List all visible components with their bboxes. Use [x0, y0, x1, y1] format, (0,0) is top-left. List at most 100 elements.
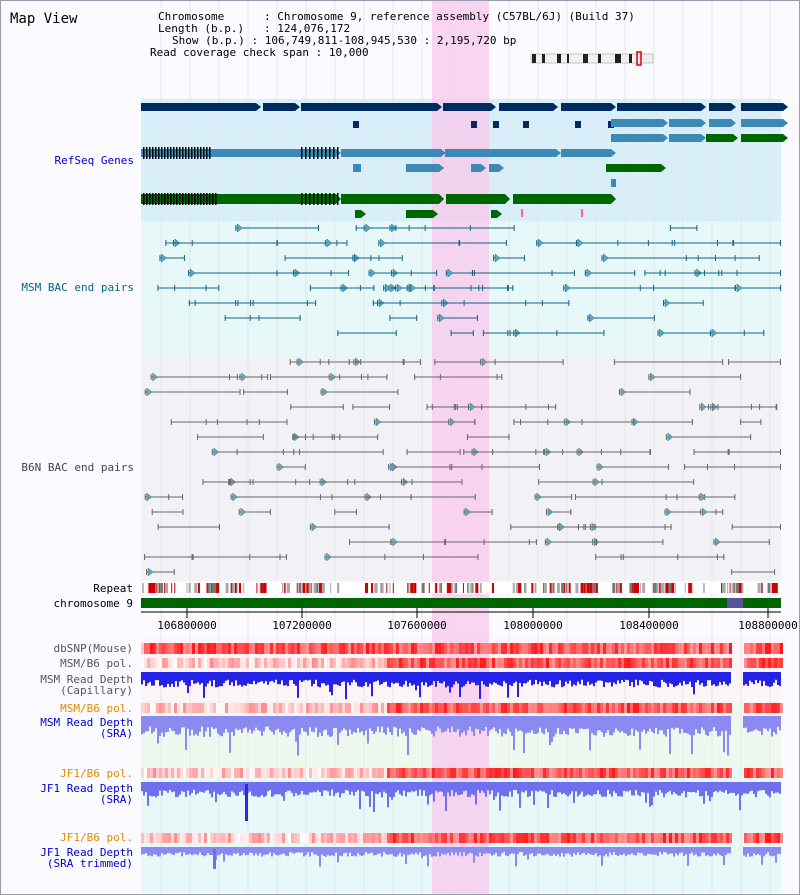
track-label-repeat[interactable]: Repeat	[93, 582, 133, 595]
track-label-b6n-bac[interactable]: B6N BAC end pairs	[21, 461, 134, 474]
depth-bar	[495, 716, 497, 732]
track-label-jf1-depth-trimmed[interactable]: JF1 Read Depth (SRA trimmed)	[40, 847, 133, 869]
depth-bar	[201, 672, 203, 684]
track-label-msm-b6-pol-2[interactable]: MSM/B6 pol.	[60, 702, 133, 715]
depth-bar	[589, 847, 591, 855]
heat-cell	[636, 833, 639, 843]
heat-cell	[486, 658, 489, 668]
bac-end	[328, 374, 330, 380]
depth-bar	[649, 847, 651, 855]
heat-cell	[291, 833, 294, 843]
bac-end	[182, 509, 184, 515]
track-label-msm-depth-capillary[interactable]: MSM Read Depth (Capillary)	[40, 674, 133, 696]
track-label-jf1-depth-sra-1: JF1 Read Depth	[40, 782, 133, 795]
heat-cell	[777, 658, 780, 668]
bac-end	[571, 494, 573, 500]
depth-bar	[545, 716, 547, 729]
track-label-jf1-depth-sra[interactable]: JF1 Read Depth (SRA)	[40, 783, 133, 805]
depth-bar	[467, 716, 469, 731]
heat-cell	[414, 768, 417, 778]
bac-end	[363, 225, 365, 231]
depth-bar	[203, 847, 205, 857]
track-label-dbsnp[interactable]: dbSNP(Mouse)	[53, 642, 133, 655]
depth-bar	[569, 782, 571, 795]
depth-bar	[429, 847, 431, 854]
heat-cell	[285, 833, 288, 843]
depth-bar	[465, 847, 467, 857]
heat-cell	[567, 768, 570, 778]
depth-bar	[609, 847, 611, 853]
heat-cell	[273, 768, 276, 778]
bac-end	[445, 539, 447, 545]
track-label-jf1-b6-pol-2[interactable]: JF1/B6 pol.	[60, 831, 133, 844]
gene-feature	[445, 149, 556, 157]
heat-cell	[195, 768, 198, 778]
depth-bar	[447, 672, 449, 687]
track-label-msm-depth-sra-1: MSM Read Depth	[40, 716, 133, 729]
depth-bar	[173, 672, 175, 687]
repeat-element	[414, 583, 417, 593]
depth-bar	[169, 672, 171, 687]
heat-cell	[753, 658, 756, 668]
bac-end	[173, 569, 175, 575]
bac-arrow	[410, 283, 416, 293]
heat-cell	[609, 703, 612, 713]
chromosome-value: Chromosome 9, reference assembly (C57BL/…	[277, 10, 635, 23]
depth-bar	[399, 782, 401, 795]
depth-bar	[283, 672, 285, 686]
heat-cell	[456, 658, 459, 668]
heat-cell	[651, 768, 654, 778]
depth-bar	[183, 672, 185, 683]
track-label-refseq-genes[interactable]: RefSeq Genes	[54, 154, 134, 167]
heat-cell	[390, 833, 393, 843]
heat-cell	[375, 703, 378, 713]
depth-bar	[141, 672, 143, 685]
depth-bar	[299, 672, 301, 681]
heat-cell	[270, 833, 273, 843]
depth-bar	[589, 672, 591, 685]
depth-bar	[547, 672, 549, 685]
depth-bar	[431, 782, 433, 794]
heat-cell	[222, 833, 225, 843]
heat-cell	[327, 833, 330, 843]
track-label-jf1-b6-pol-1[interactable]: JF1/B6 pol.	[60, 767, 133, 780]
heat-cell	[438, 768, 441, 778]
track-label-chromosome[interactable]: chromosome 9	[53, 597, 133, 610]
heat-cell	[519, 703, 522, 713]
heat-cell	[633, 658, 636, 668]
heat-cell	[705, 833, 708, 843]
exon-tick	[206, 193, 208, 205]
depth-bar	[771, 782, 773, 792]
heat-cell	[357, 833, 360, 843]
heat-cell	[297, 833, 300, 843]
depth-bar	[177, 847, 179, 854]
heat-cell	[450, 643, 453, 654]
bac-end	[456, 404, 458, 410]
bac-end	[230, 494, 232, 500]
track-label-msm-bac[interactable]: MSM BAC end pairs	[21, 281, 134, 294]
depth-bar	[473, 782, 475, 796]
depth-bar	[649, 672, 651, 682]
heat-cell	[600, 768, 603, 778]
heat-cell	[456, 643, 459, 654]
depth-bar	[261, 672, 263, 682]
depth-bar	[629, 672, 631, 687]
heat-cell	[273, 703, 276, 713]
bac-end	[603, 330, 605, 336]
depth-bar	[571, 782, 573, 792]
heat-cell	[348, 768, 351, 778]
depth-bar	[311, 716, 313, 732]
track-label-msm-depth-sra[interactable]: MSM Read Depth (SRA)	[40, 717, 133, 739]
depth-bar	[251, 782, 253, 796]
repeat-element	[386, 583, 388, 593]
heat-cell	[204, 643, 207, 654]
exon-tick	[164, 193, 166, 205]
bac-end	[657, 330, 659, 336]
depth-bar	[745, 782, 747, 794]
track-label-msm-b6-pol-1[interactable]: MSM/B6 pol.	[60, 657, 133, 670]
depth-bar	[593, 782, 595, 795]
depth-bar	[669, 847, 671, 854]
depth-bar	[319, 847, 321, 867]
heat-cell	[324, 643, 327, 654]
